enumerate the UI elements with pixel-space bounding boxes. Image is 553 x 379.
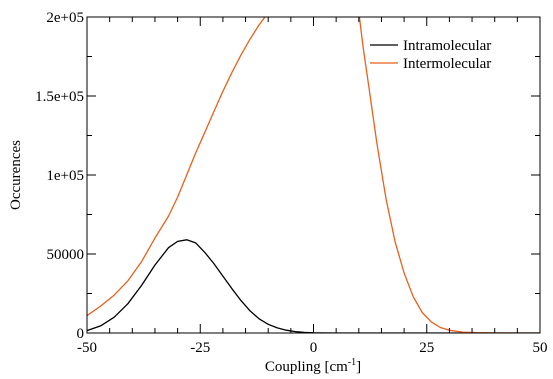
series-line-intramolecular xyxy=(87,239,540,333)
x-tick-label: 25 xyxy=(419,340,434,356)
y-tick-label: 1e+05 xyxy=(46,168,84,184)
y-tick-label: 2e+05 xyxy=(46,10,84,26)
x-axis-label: Coupling [cm-1] xyxy=(265,357,361,375)
series-line-intermolecular xyxy=(87,17,540,333)
y-axis-label: Occurences xyxy=(8,140,24,210)
y-tick-label: 0 xyxy=(77,326,85,342)
y-axis: 0 50000 1e+05 1.5e+05 2e+05 xyxy=(35,10,540,342)
x-tick-label: 50 xyxy=(533,340,548,356)
legend: Intramolecular Intermolecular xyxy=(370,38,491,72)
legend-label: Intramolecular xyxy=(403,38,491,54)
x-tick-label: -25 xyxy=(190,340,210,356)
y-tick-label: 1.5e+05 xyxy=(35,89,84,105)
x-tick-label: 0 xyxy=(310,340,318,356)
x-tick-label: -50 xyxy=(77,340,97,356)
x-axis: -50 -25 0 25 50 xyxy=(77,17,548,356)
y-tick-label: 50000 xyxy=(47,247,85,263)
legend-label: Intermolecular xyxy=(403,56,491,72)
